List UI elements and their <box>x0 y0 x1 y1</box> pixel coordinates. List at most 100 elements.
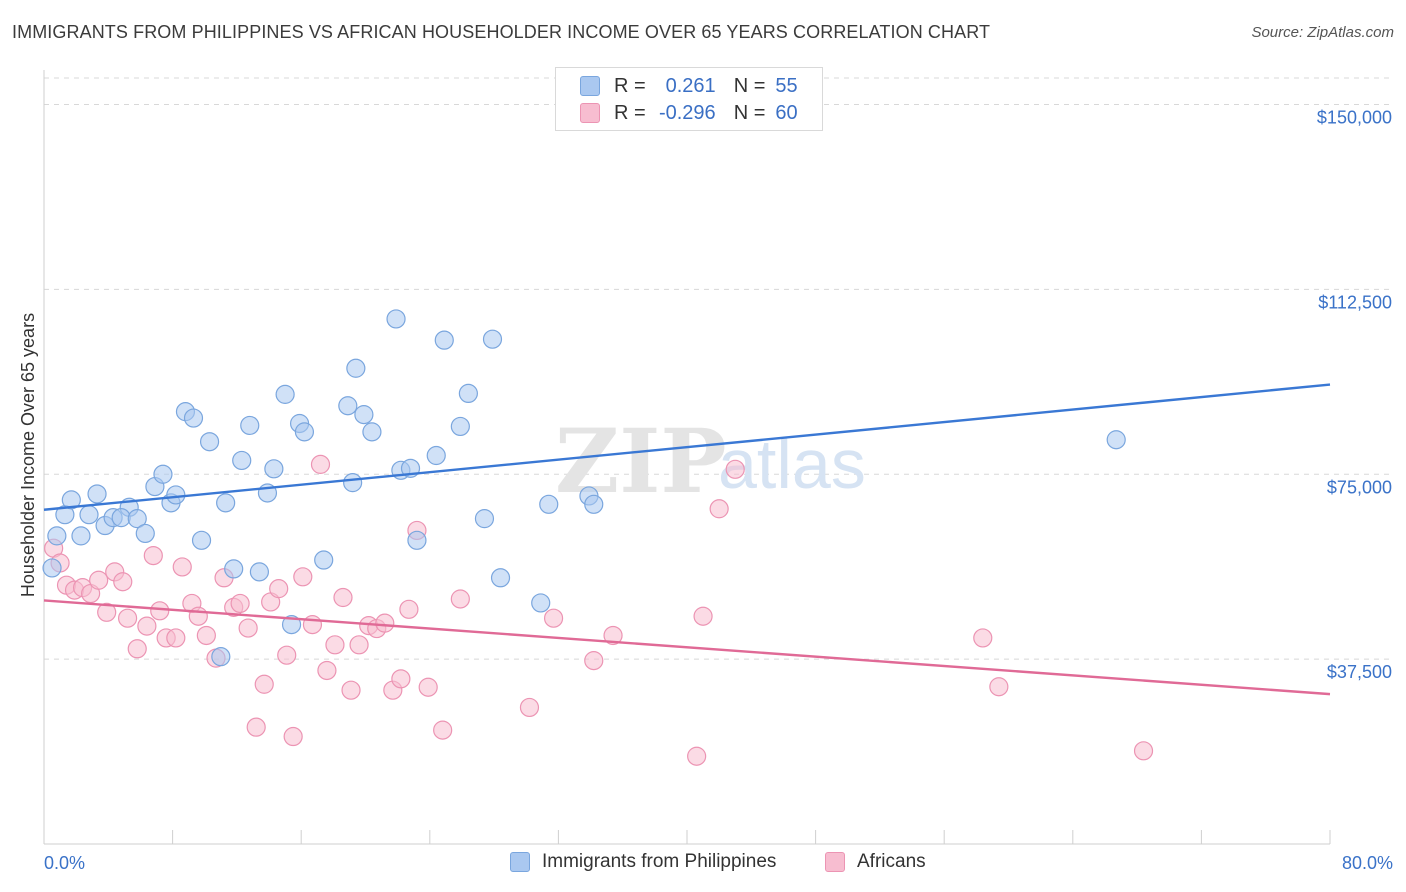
y-tick-label: $112,500 <box>1318 292 1392 312</box>
philippines-point <box>240 415 260 436</box>
philippines-point <box>584 494 604 514</box>
bottom-legend-africans: Africans <box>825 851 926 873</box>
philippines-point <box>183 408 204 428</box>
africans-point <box>391 669 411 689</box>
philippines-point <box>47 526 67 546</box>
africans-points <box>44 454 1154 766</box>
africans-trend-line <box>43 599 1331 696</box>
n-label: N = <box>733 101 766 124</box>
bottom-legend-label: Africans <box>857 851 926 872</box>
africans-point <box>1133 741 1154 761</box>
philippines-point <box>482 329 503 349</box>
africans-point <box>433 720 453 740</box>
philippines-point <box>42 558 62 578</box>
africans-point <box>317 660 337 681</box>
africans-point <box>277 645 297 665</box>
philippines-point <box>539 494 559 514</box>
philippines-point <box>450 416 470 437</box>
africans-point <box>543 608 564 628</box>
africans-point <box>172 557 192 577</box>
philippines-point <box>216 493 236 513</box>
africans-point <box>246 717 266 737</box>
philippines-point <box>338 396 358 416</box>
africans-point <box>325 635 345 655</box>
philippines-swatch <box>580 76 600 96</box>
philippines-point <box>87 484 107 504</box>
philippines-point <box>434 330 454 350</box>
philippines-point <box>153 464 173 484</box>
n-value: 60 <box>775 101 798 124</box>
philippines-point <box>458 383 478 404</box>
r-label: R = <box>614 101 646 124</box>
africans-point <box>450 589 470 609</box>
philippines-point <box>275 384 295 404</box>
africans-point <box>399 599 419 619</box>
africans-point <box>230 593 250 614</box>
africans-point <box>150 601 170 621</box>
africans-point <box>349 635 369 655</box>
n-label: N = <box>733 74 766 97</box>
source-label: Source: ZipAtlas.com <box>1251 24 1394 41</box>
africans-point <box>310 454 331 474</box>
africans-point <box>973 628 993 648</box>
africans-point <box>113 572 133 592</box>
africans-point <box>196 625 216 646</box>
philippines-point <box>314 550 334 570</box>
africans-point <box>89 570 109 590</box>
africans-point <box>117 608 138 628</box>
y-axis-label: Householder Income Over 65 years <box>18 313 38 597</box>
africans-point <box>687 746 707 766</box>
philippines-point <box>1106 430 1126 450</box>
africans-point <box>127 639 147 659</box>
africans-point <box>584 651 604 671</box>
africans-point <box>989 677 1009 697</box>
africans-point <box>603 625 623 646</box>
n-value: 55 <box>775 74 798 97</box>
bottom-legend-label: Immigrants from Philippines <box>542 851 777 872</box>
y-tick-label: $150,000 <box>1317 108 1392 128</box>
philippines-trend-line <box>43 383 1331 511</box>
africans-swatch <box>580 103 600 123</box>
philippines-point <box>111 508 131 528</box>
africans-point <box>166 628 186 648</box>
correlation-legend: R = 0.261 N = 55 R = -0.296 N = 60 <box>555 67 823 131</box>
philippines-point <box>281 615 302 635</box>
philippines-point <box>354 405 374 425</box>
r-value: -0.296 <box>658 101 716 124</box>
africans-swatch <box>825 852 845 872</box>
philippines-point <box>166 485 186 505</box>
philippines-point <box>490 568 511 588</box>
r-value: 0.261 <box>665 74 716 97</box>
africans-point <box>254 674 274 694</box>
africans-point <box>302 615 323 635</box>
r-label: R = <box>614 74 646 97</box>
y-tick-label: $37,500 <box>1327 662 1392 682</box>
trend-lines <box>43 383 1331 696</box>
africans-point <box>418 677 438 697</box>
philippines-point <box>264 459 284 479</box>
philippines-point <box>224 559 244 579</box>
philippines-point <box>426 445 446 466</box>
philippines-point <box>346 358 366 378</box>
philippines-point <box>343 473 363 493</box>
africans-point <box>519 697 540 718</box>
africans-point <box>188 606 208 626</box>
philippines-point <box>71 526 91 546</box>
philippines-point <box>79 505 99 525</box>
africans-point <box>693 606 713 626</box>
philippines-point <box>474 509 495 529</box>
philippines-point <box>232 450 252 471</box>
tick-labels: $37,500 $75,000 $112,500 $150,000 0.0% 80.0% <box>44 108 1393 873</box>
axes <box>43 70 1331 845</box>
legend-row-africans: R = -0.296 N = 60 <box>580 100 798 126</box>
africans-point <box>293 567 313 587</box>
legend-row-philippines: R = 0.261 N = 55 <box>580 73 798 99</box>
chart-title: IMMIGRANTS FROM PHILIPPINES VS AFRICAN H… <box>12 22 991 42</box>
philippines-point <box>249 562 270 582</box>
gridlines <box>44 77 1390 660</box>
y-tick-label: $75,000 <box>1327 477 1392 497</box>
philippines-point <box>135 523 155 544</box>
africans-point <box>143 545 163 566</box>
